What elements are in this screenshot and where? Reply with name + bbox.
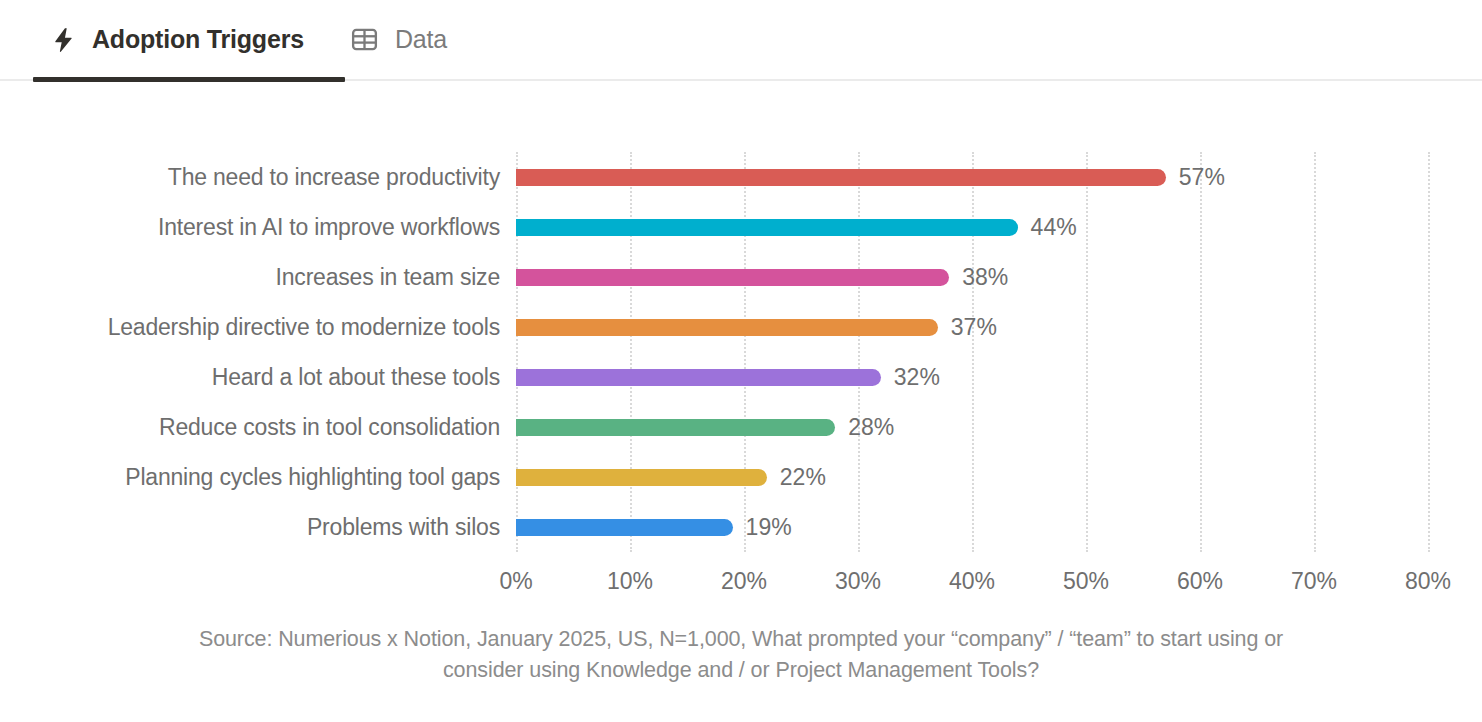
- bar: [516, 269, 949, 286]
- tab-data[interactable]: Data: [349, 24, 447, 55]
- table-icon: [349, 24, 380, 55]
- plot-area: The need to increase productivity 57% Inte…: [0, 152, 1482, 552]
- x-axis: 0%10%20%30%40%50%60%70%80%: [516, 558, 1428, 600]
- chart-row: Problems with silos 19%: [0, 502, 1482, 552]
- chart-row: Planning cycles highlighting tool gaps 22…: [0, 452, 1482, 502]
- bar: [516, 369, 881, 386]
- chart-row: Leadership directive to modernize tools 3…: [0, 302, 1482, 352]
- chart-row: Reduce costs in tool consolidation 28%: [0, 402, 1482, 452]
- bar-value-label: 38%: [962, 264, 1008, 291]
- bar: [516, 519, 733, 536]
- bar-track: 28%: [516, 402, 1428, 452]
- x-tick-label: 60%: [1177, 568, 1223, 595]
- bar: [516, 469, 767, 486]
- bar-track: 37%: [516, 302, 1428, 352]
- x-tick-label: 0%: [499, 568, 532, 595]
- bar-rows: The need to increase productivity 57% Inte…: [0, 152, 1482, 552]
- bar-chart: The need to increase productivity 57% Inte…: [0, 152, 1482, 600]
- category-label: Heard a lot about these tools: [0, 364, 516, 391]
- x-tick-label: 10%: [607, 568, 653, 595]
- bar-value-label: 28%: [848, 414, 894, 441]
- tab-adoption-triggers[interactable]: Adoption Triggers: [50, 25, 304, 55]
- chart-row: Increases in team size 38%: [0, 252, 1482, 302]
- category-label: Interest in AI to improve workflows: [0, 214, 516, 241]
- bar-value-label: 19%: [746, 514, 792, 541]
- bar: [516, 219, 1018, 236]
- bar-value-label: 37%: [951, 314, 997, 341]
- chart-row: Heard a lot about these tools 32%: [0, 352, 1482, 402]
- x-tick-label: 20%: [721, 568, 767, 595]
- category-label: The need to increase productivity: [0, 164, 516, 191]
- source-line-2: consider using Knowledge and / or Projec…: [0, 655, 1482, 686]
- category-label: Reduce costs in tool consolidation: [0, 414, 516, 441]
- bar-track: 44%: [516, 202, 1428, 252]
- x-tick-label: 80%: [1405, 568, 1451, 595]
- tab-label: Adoption Triggers: [92, 25, 304, 54]
- bar-track: 38%: [516, 252, 1428, 302]
- category-label: Leadership directive to modernize tools: [0, 314, 516, 341]
- x-tick-label: 70%: [1291, 568, 1337, 595]
- x-tick-label: 30%: [835, 568, 881, 595]
- x-tick-label: 40%: [949, 568, 995, 595]
- bar: [516, 419, 835, 436]
- source-line-1: Source: Numerious x Notion, January 2025…: [0, 624, 1482, 655]
- tab-label: Data: [395, 25, 447, 54]
- bar-value-label: 57%: [1179, 164, 1225, 191]
- tab-bar: Adoption Triggers Data: [0, 0, 1482, 81]
- bar: [516, 169, 1166, 186]
- chart-row: Interest in AI to improve workflows 44%: [0, 202, 1482, 252]
- bar-track: 22%: [516, 452, 1428, 502]
- active-tab-underline: [33, 77, 345, 82]
- category-label: Planning cycles highlighting tool gaps: [0, 464, 516, 491]
- bar-track: 32%: [516, 352, 1428, 402]
- bar-value-label: 22%: [780, 464, 826, 491]
- source-note: Source: Numerious x Notion, January 2025…: [0, 624, 1482, 686]
- bar-track: 19%: [516, 502, 1428, 552]
- x-tick-label: 50%: [1063, 568, 1109, 595]
- lightning-icon: [50, 25, 77, 55]
- chart-row: The need to increase productivity 57%: [0, 152, 1482, 202]
- bar-track: 57%: [516, 152, 1428, 202]
- category-label: Problems with silos: [0, 514, 516, 541]
- category-label: Increases in team size: [0, 264, 516, 291]
- bar-value-label: 32%: [894, 364, 940, 391]
- bar-value-label: 44%: [1031, 214, 1077, 241]
- bar: [516, 319, 938, 336]
